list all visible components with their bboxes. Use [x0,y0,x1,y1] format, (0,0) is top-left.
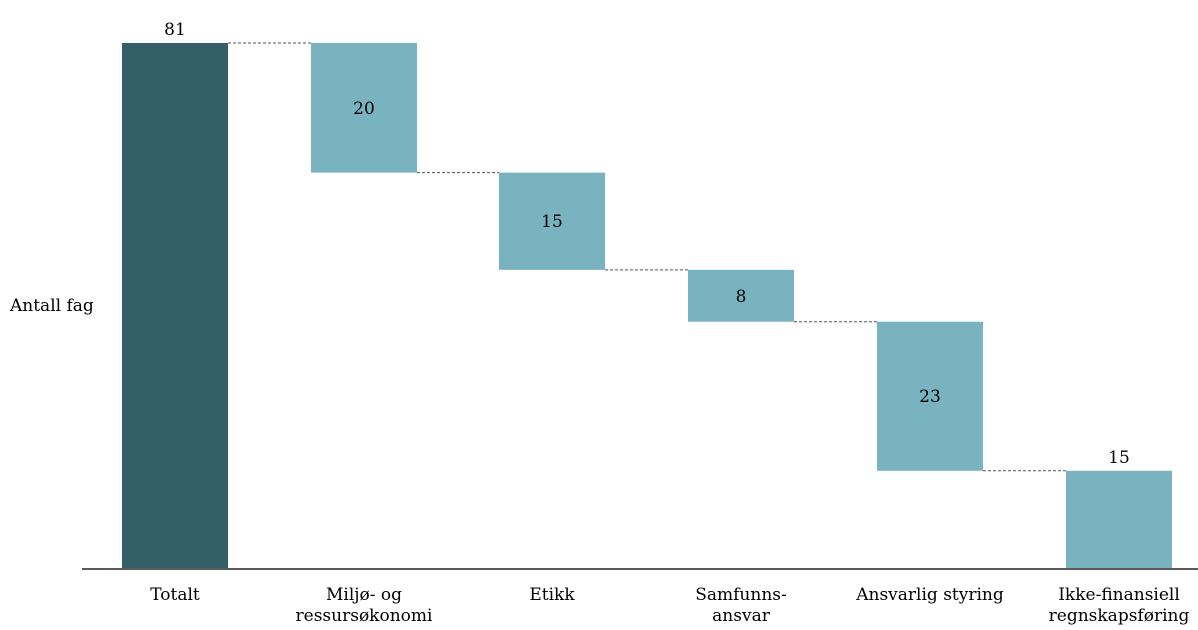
bar-6 [1066,470,1172,568]
data-label: 23 [919,387,941,407]
category-label: ansvar [712,606,771,626]
category-label: Samfunns- [695,585,787,605]
bar-3 [499,172,605,270]
data-label: 81 [164,20,186,40]
category-label: Etikk [529,585,575,605]
y-axis-label: Antall fag [10,296,94,316]
bar-2 [311,43,417,173]
data-label: 8 [736,287,747,307]
data-label: 15 [1108,448,1130,468]
category-label: Totalt [150,585,200,605]
bar-4 [688,269,794,322]
data-label: 15 [541,212,563,232]
category-label: regnskapsføring [1049,606,1190,626]
bar-1 [122,43,228,568]
data-label: 20 [353,99,375,119]
category-label: Miljø- og [326,585,402,605]
category-label: Ikke-finansiell [1058,585,1180,605]
bar-5 [877,321,983,471]
category-label: ressursøkonomi [296,606,434,626]
category-label: Ansvarlig styring [855,585,1004,605]
